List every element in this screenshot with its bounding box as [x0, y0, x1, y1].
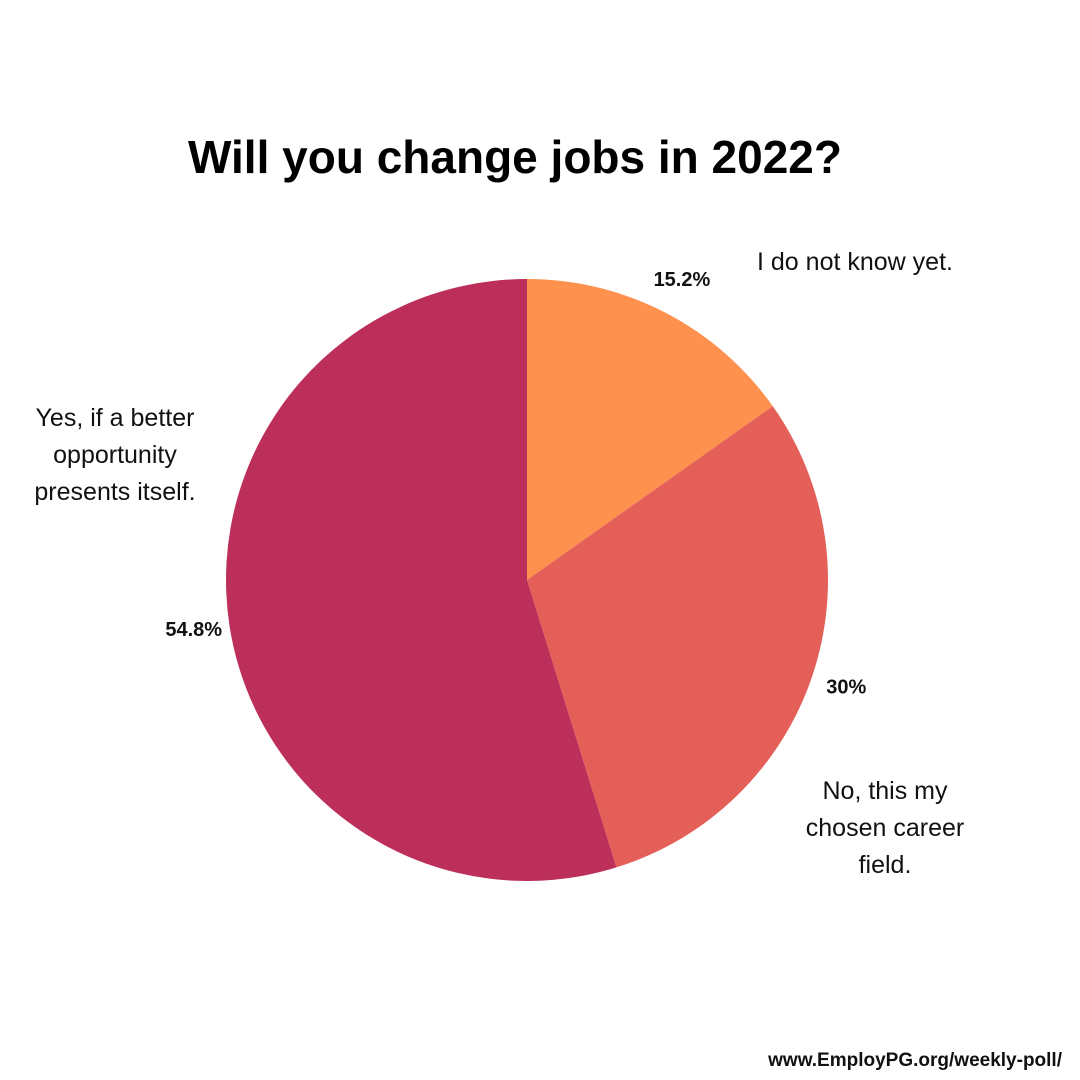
category-label: I do not know yet. [757, 248, 953, 276]
pie-slice [527, 406, 829, 868]
category-label: No, this my chosen career field. [805, 777, 965, 879]
value-label: 54.8% [165, 619, 222, 641]
pie-slice [527, 279, 773, 580]
category-label: Yes, if a better opportunity presents it… [34, 404, 196, 506]
source: www.EmployPG.org/weekly-poll/ [767, 1050, 1063, 1071]
value-label: 30% [826, 676, 866, 698]
chart-title: Will you change jobs in 2022? [188, 131, 842, 183]
value-label: 15.2% [654, 269, 711, 291]
pie-slice [226, 279, 617, 882]
